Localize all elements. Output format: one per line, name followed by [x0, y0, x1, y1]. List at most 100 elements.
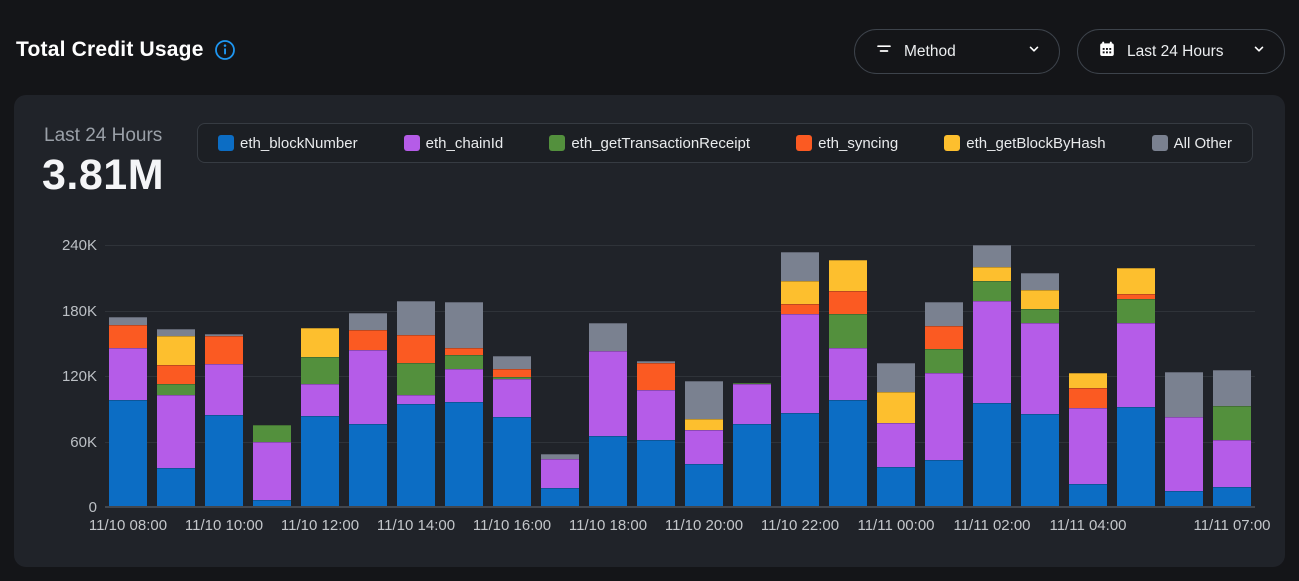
bar[interactable]	[1021, 273, 1059, 507]
bar[interactable]	[877, 363, 915, 507]
bar-segment-eth_chainId[interactable]	[733, 384, 771, 424]
bar-segment-eth_syncing[interactable]	[445, 348, 483, 355]
bar-segment-eth_blockNumber[interactable]	[1117, 407, 1155, 507]
bar-segment-eth_blockNumber[interactable]	[157, 468, 195, 507]
bar[interactable]	[1213, 370, 1251, 507]
bar-segment-All Other[interactable]	[1213, 370, 1251, 406]
bar[interactable]	[157, 329, 195, 507]
bar-segment-eth_chainId[interactable]	[925, 373, 963, 460]
bar-segment-eth_chainId[interactable]	[1069, 408, 1107, 484]
bar[interactable]	[1069, 373, 1107, 507]
bar[interactable]	[637, 361, 675, 507]
info-icon[interactable]	[214, 39, 236, 61]
bar-segment-eth_syncing[interactable]	[157, 365, 195, 384]
bar-segment-All Other[interactable]	[1021, 273, 1059, 290]
bar-segment-eth_blockNumber[interactable]	[1165, 491, 1203, 507]
bar-segment-eth_chainId[interactable]	[589, 351, 627, 436]
bar-segment-eth_syncing[interactable]	[493, 369, 531, 377]
bar-segment-eth_chainId[interactable]	[445, 369, 483, 402]
bar-segment-eth_chainId[interactable]	[157, 395, 195, 468]
bar-segment-eth_getBlockByHash[interactable]	[1069, 373, 1107, 388]
bar-segment-eth_chainId[interactable]	[973, 301, 1011, 403]
bar-segment-eth_getBlockByHash[interactable]	[1117, 268, 1155, 294]
bar-segment-All Other[interactable]	[397, 301, 435, 335]
legend-item-All Other[interactable]: All Other	[1152, 135, 1232, 152]
bar-segment-eth_blockNumber[interactable]	[1213, 487, 1251, 507]
bar-segment-All Other[interactable]	[589, 323, 627, 351]
bar-segment-All Other[interactable]	[781, 252, 819, 281]
method-dropdown[interactable]: Method	[854, 29, 1060, 74]
bar[interactable]	[493, 356, 531, 507]
bar-segment-eth_blockNumber[interactable]	[301, 416, 339, 507]
bar-segment-eth_chainId[interactable]	[349, 350, 387, 424]
bar-segment-eth_getTransactionReceipt[interactable]	[445, 355, 483, 369]
bar[interactable]	[541, 454, 579, 507]
bar[interactable]	[349, 313, 387, 507]
bar-segment-eth_syncing[interactable]	[109, 325, 147, 348]
bar-segment-eth_syncing[interactable]	[829, 291, 867, 314]
date-range-dropdown[interactable]: Last 24 Hours	[1077, 29, 1285, 74]
bar-segment-eth_syncing[interactable]	[205, 336, 243, 364]
bar-segment-eth_syncing[interactable]	[349, 330, 387, 350]
bar-segment-eth_getTransactionReceipt[interactable]	[1117, 299, 1155, 323]
bar-segment-eth_chainId[interactable]	[205, 364, 243, 415]
bar-segment-eth_chainId[interactable]	[781, 314, 819, 413]
bar-segment-eth_chainId[interactable]	[397, 395, 435, 404]
bar-segment-All Other[interactable]	[877, 363, 915, 392]
bar-segment-eth_getBlockByHash[interactable]	[301, 328, 339, 357]
bar[interactable]	[589, 323, 627, 507]
bar-segment-eth_blockNumber[interactable]	[829, 400, 867, 507]
bar-segment-eth_getTransactionReceipt[interactable]	[973, 281, 1011, 301]
bar-segment-eth_syncing[interactable]	[1069, 388, 1107, 408]
bar-segment-eth_blockNumber[interactable]	[685, 464, 723, 507]
bar-segment-eth_getTransactionReceipt[interactable]	[1021, 309, 1059, 323]
bar-segment-eth_chainId[interactable]	[1117, 323, 1155, 407]
bar[interactable]	[925, 302, 963, 507]
bar[interactable]	[397, 301, 435, 507]
bar-segment-eth_chainId[interactable]	[877, 423, 915, 467]
legend-item-eth_syncing[interactable]: eth_syncing	[796, 135, 898, 152]
bar[interactable]	[205, 334, 243, 507]
bar-segment-All Other[interactable]	[685, 381, 723, 419]
bar-segment-eth_chainId[interactable]	[493, 379, 531, 417]
bar[interactable]	[733, 383, 771, 507]
bar[interactable]	[301, 328, 339, 507]
bar-segment-eth_syncing[interactable]	[637, 363, 675, 390]
bar-segment-eth_syncing[interactable]	[781, 304, 819, 314]
bar-segment-eth_getTransactionReceipt[interactable]	[397, 363, 435, 395]
bar-segment-All Other[interactable]	[1165, 372, 1203, 417]
bar-segment-eth_blockNumber[interactable]	[349, 424, 387, 507]
bar-segment-eth_getTransactionReceipt[interactable]	[253, 425, 291, 442]
bar[interactable]	[253, 425, 291, 507]
bar[interactable]	[1117, 268, 1155, 507]
bar-segment-eth_chainId[interactable]	[253, 442, 291, 500]
bar-segment-eth_blockNumber[interactable]	[1021, 414, 1059, 507]
bar-segment-eth_blockNumber[interactable]	[1069, 484, 1107, 507]
bar-segment-eth_getBlockByHash[interactable]	[157, 336, 195, 365]
bar-segment-eth_blockNumber[interactable]	[493, 417, 531, 507]
bar-segment-eth_getTransactionReceipt[interactable]	[1213, 406, 1251, 440]
bar-segment-All Other[interactable]	[109, 317, 147, 325]
bar-segment-eth_getBlockByHash[interactable]	[781, 281, 819, 304]
bar[interactable]	[781, 252, 819, 507]
bar-segment-All Other[interactable]	[493, 356, 531, 369]
bar-segment-eth_chainId[interactable]	[685, 430, 723, 464]
bar-segment-eth_syncing[interactable]	[925, 326, 963, 349]
bar-segment-eth_getTransactionReceipt[interactable]	[301, 357, 339, 384]
bar[interactable]	[1165, 372, 1203, 507]
bar-segment-eth_chainId[interactable]	[541, 459, 579, 488]
bar-segment-eth_blockNumber[interactable]	[877, 467, 915, 507]
bar-segment-eth_blockNumber[interactable]	[733, 424, 771, 507]
bar-segment-eth_getTransactionReceipt[interactable]	[157, 384, 195, 395]
bar-segment-eth_blockNumber[interactable]	[637, 440, 675, 507]
bar-segment-eth_getTransactionReceipt[interactable]	[925, 349, 963, 373]
bar[interactable]	[829, 260, 867, 507]
bar-segment-eth_syncing[interactable]	[397, 335, 435, 363]
bar-segment-eth_getBlockByHash[interactable]	[829, 260, 867, 291]
bar-segment-eth_getTransactionReceipt[interactable]	[829, 314, 867, 348]
bar-segment-eth_chainId[interactable]	[829, 348, 867, 400]
bar-segment-eth_blockNumber[interactable]	[589, 436, 627, 507]
legend-item-eth_getTransactionReceipt[interactable]: eth_getTransactionReceipt	[549, 135, 750, 152]
bar-segment-eth_getBlockByHash[interactable]	[1021, 290, 1059, 309]
bar-segment-All Other[interactable]	[349, 313, 387, 330]
